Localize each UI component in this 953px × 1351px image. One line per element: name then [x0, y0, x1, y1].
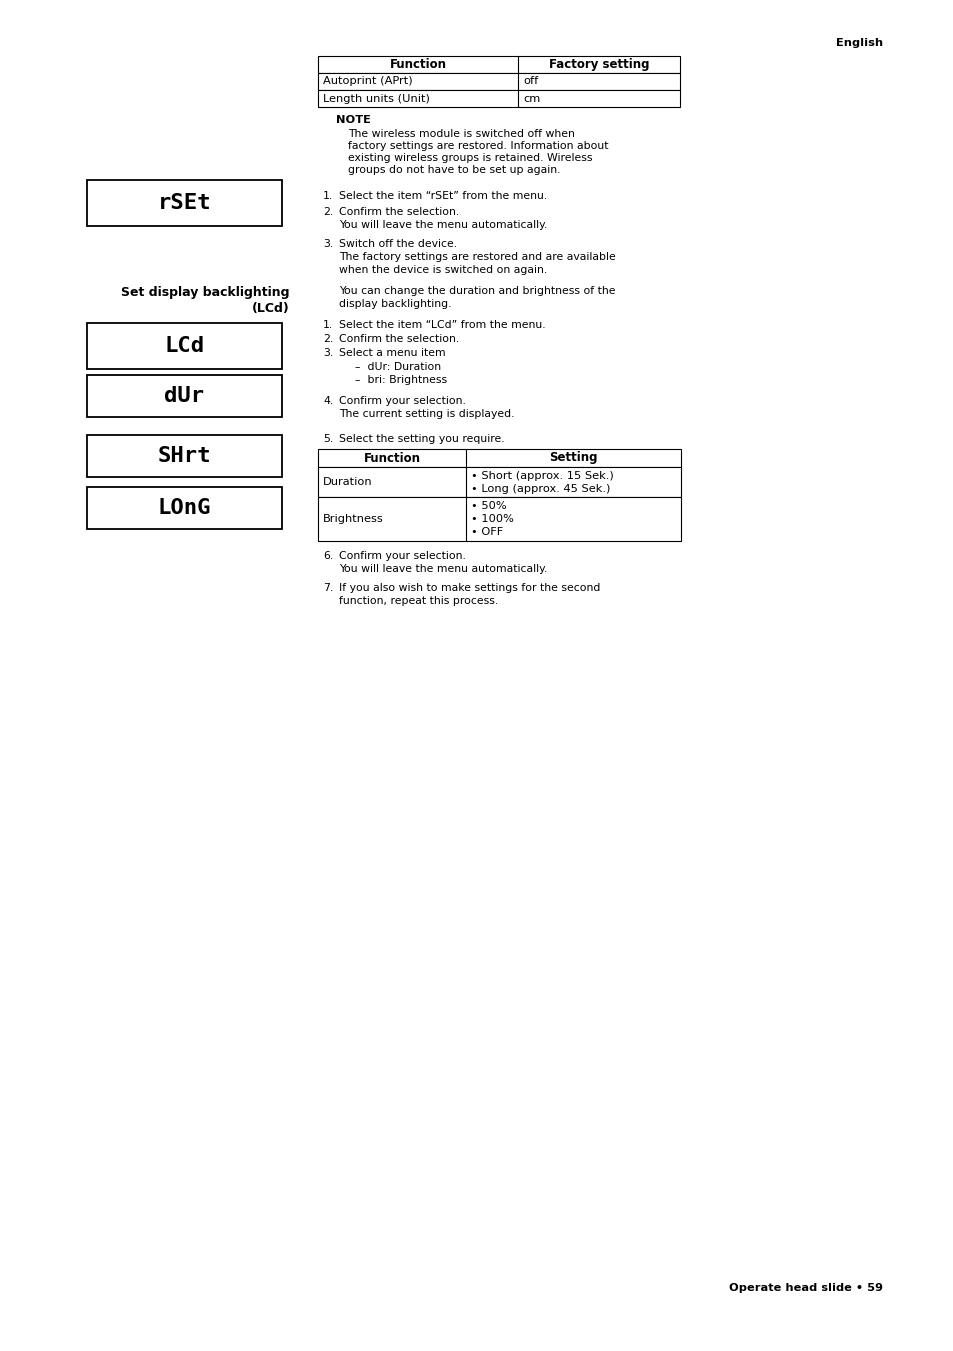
Text: Length units (Unit): Length units (Unit)	[323, 93, 430, 104]
Text: SHrt: SHrt	[157, 446, 211, 466]
Text: LOnG: LOnG	[157, 499, 211, 517]
Text: Select the setting you require.: Select the setting you require.	[338, 434, 504, 444]
Text: function, repeat this process.: function, repeat this process.	[338, 596, 497, 607]
Bar	[87, 323, 282, 369]
Bar	[317, 55, 679, 73]
Text: Select the item “rSEt” from the menu.: Select the item “rSEt” from the menu.	[338, 190, 547, 201]
Text: NOTE: NOTE	[335, 115, 371, 126]
Bar	[317, 497, 680, 540]
Text: off: off	[522, 77, 537, 86]
Bar	[317, 449, 680, 467]
Text: Confirm your selection.: Confirm your selection.	[338, 551, 465, 561]
Text: when the device is switched on again.: when the device is switched on again.	[338, 265, 547, 276]
Text: –  bri: Brightness: – bri: Brightness	[355, 376, 447, 385]
Text: The wireless module is switched off when: The wireless module is switched off when	[348, 128, 575, 139]
Text: Brightness: Brightness	[323, 513, 383, 524]
Text: Confirm the selection.: Confirm the selection.	[338, 207, 458, 218]
Text: 1.: 1.	[323, 190, 333, 201]
Bar	[317, 467, 680, 497]
Text: display backlighting.: display backlighting.	[338, 299, 451, 309]
Text: factory settings are restored. Information about: factory settings are restored. Informati…	[348, 141, 608, 151]
Text: • OFF: • OFF	[471, 527, 503, 536]
Text: You will leave the menu automatically.: You will leave the menu automatically.	[338, 563, 547, 574]
Text: 7.: 7.	[323, 584, 333, 593]
Text: (LCd): (LCd)	[252, 303, 290, 315]
Text: 1.: 1.	[323, 320, 333, 330]
Text: Set display backlighting: Set display backlighting	[121, 286, 290, 299]
Text: Select the item “LCd” from the menu.: Select the item “LCd” from the menu.	[338, 320, 545, 330]
Text: Setting: Setting	[549, 451, 598, 465]
Bar	[317, 73, 679, 91]
Text: Duration: Duration	[323, 477, 373, 486]
Text: If you also wish to make settings for the second: If you also wish to make settings for th…	[338, 584, 599, 593]
Text: • Long (approx. 45 Sek.): • Long (approx. 45 Sek.)	[471, 484, 610, 494]
Text: 3.: 3.	[323, 349, 333, 358]
Text: The current setting is displayed.: The current setting is displayed.	[338, 409, 514, 419]
Text: Confirm the selection.: Confirm the selection.	[338, 334, 458, 345]
Bar	[87, 435, 282, 477]
Text: Switch off the device.: Switch off the device.	[338, 239, 456, 249]
Text: –  dUr: Duration: – dUr: Duration	[355, 362, 440, 372]
Text: groups do not have to be set up again.: groups do not have to be set up again.	[348, 165, 560, 176]
Text: Confirm your selection.: Confirm your selection.	[338, 396, 465, 407]
Text: 5.: 5.	[323, 434, 333, 444]
Text: rSEt: rSEt	[157, 193, 211, 213]
Bar	[87, 180, 282, 226]
Text: Function: Function	[389, 58, 446, 72]
Text: 6.: 6.	[323, 551, 333, 561]
Text: 2.: 2.	[323, 334, 333, 345]
Text: LCd: LCd	[164, 336, 204, 357]
Text: existing wireless groups is retained. Wireless: existing wireless groups is retained. Wi…	[348, 153, 592, 163]
Text: The factory settings are restored and are available: The factory settings are restored and ar…	[338, 253, 615, 262]
Bar	[87, 376, 282, 417]
Bar	[317, 91, 679, 107]
Text: English: English	[835, 38, 882, 49]
Text: Operate head slide • 59: Operate head slide • 59	[728, 1283, 882, 1293]
Text: Factory setting: Factory setting	[548, 58, 649, 72]
Text: dUr: dUr	[164, 386, 204, 407]
Text: You can change the duration and brightness of the: You can change the duration and brightne…	[338, 286, 615, 296]
Bar	[87, 486, 282, 530]
Text: 3.: 3.	[323, 239, 333, 249]
Text: • Short (approx. 15 Sek.): • Short (approx. 15 Sek.)	[471, 471, 613, 481]
Text: You will leave the menu automatically.: You will leave the menu automatically.	[338, 220, 547, 230]
Text: Select a menu item: Select a menu item	[338, 349, 445, 358]
Text: cm: cm	[522, 93, 539, 104]
Text: 2.: 2.	[323, 207, 333, 218]
Text: • 100%: • 100%	[471, 513, 514, 524]
Text: 4.: 4.	[323, 396, 333, 407]
Text: Function: Function	[363, 451, 420, 465]
Text: Autoprint (APrt): Autoprint (APrt)	[323, 77, 413, 86]
Text: • 50%: • 50%	[471, 501, 506, 511]
